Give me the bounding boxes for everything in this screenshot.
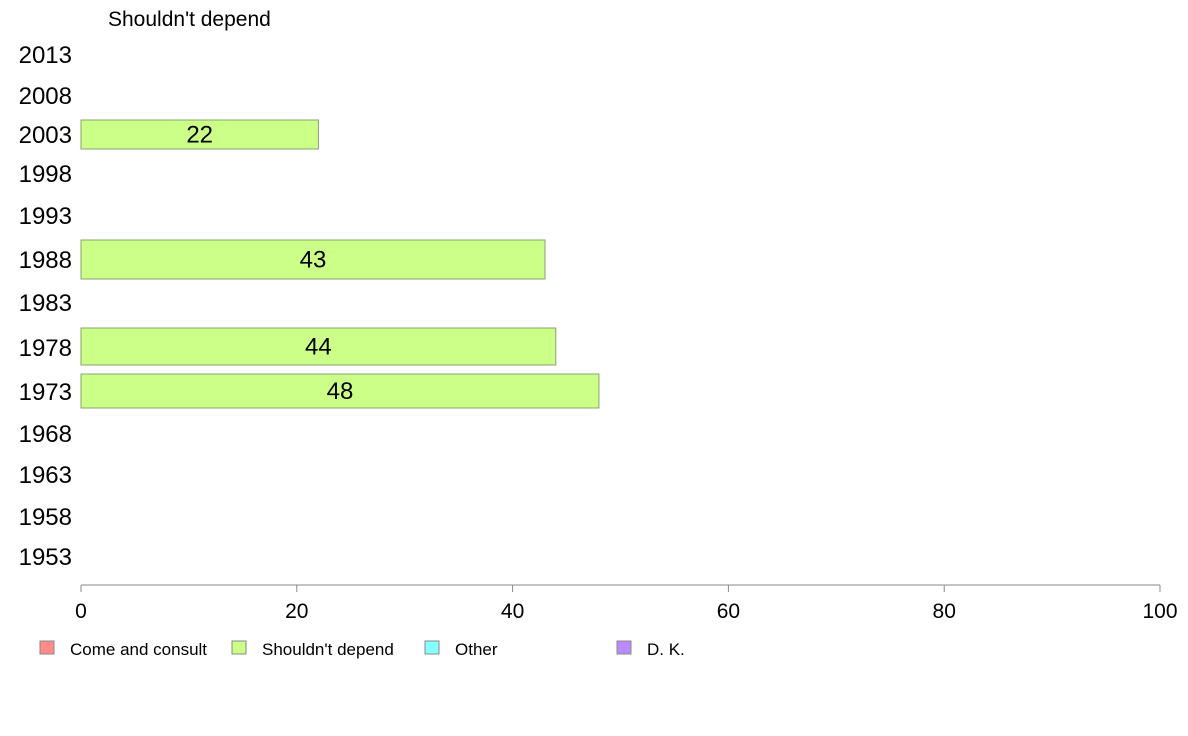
bar-value-label: 48 — [327, 378, 354, 405]
y-tick-label: 1963 — [19, 462, 72, 489]
bar-value-label: 22 — [186, 122, 213, 149]
bar — [80, 327, 557, 366]
legend-swatch — [616, 640, 632, 655]
legend-label: Come and consult — [70, 640, 207, 659]
x-tick-label: 60 — [717, 600, 740, 623]
bar-value-label: 44 — [305, 334, 332, 361]
legend-swatch — [231, 640, 247, 655]
y-tick-label: 1973 — [19, 379, 72, 406]
legend-label: Shouldn't depend — [262, 640, 394, 659]
y-tick-label: 1953 — [19, 544, 72, 571]
bars: 22 43 44 48 — [80, 119, 600, 409]
bar — [80, 119, 319, 150]
legend: Come and consult Shouldn't depend Other D. … — [39, 640, 685, 659]
y-tick-label: 2003 — [19, 122, 72, 149]
y-tick-label: 1998 — [19, 161, 72, 188]
y-tick-label: 1978 — [19, 335, 72, 362]
x-axis: 0 20 40 60 80 100 — [75, 584, 1178, 623]
y-tick-label: 1958 — [19, 504, 72, 531]
x-tick-label: 0 — [75, 600, 87, 623]
chart-title: Shouldn't depend — [108, 8, 271, 31]
bar — [80, 373, 600, 409]
y-tick-label: 1968 — [19, 421, 72, 448]
y-tick-label: 2013 — [19, 42, 72, 69]
legend-swatch — [39, 640, 55, 655]
x-tick-label: 80 — [933, 600, 956, 623]
bar — [80, 239, 546, 280]
y-tick-label: 2008 — [19, 83, 72, 110]
y-tick-label: 1993 — [19, 203, 72, 230]
y-tick-label: 1988 — [19, 247, 72, 274]
y-axis-labels: 2013 2008 2003 1998 1993 1988 1983 1978 1973 1968… — [19, 42, 72, 571]
x-tick-label: 40 — [501, 600, 524, 623]
y-tick-label: 1983 — [19, 290, 72, 317]
legend-label: D. K. — [647, 640, 685, 659]
legend-label: Other — [455, 640, 498, 659]
x-tick-label: 20 — [285, 600, 308, 623]
bar-value-label: 43 — [300, 247, 327, 274]
x-tick-label: 100 — [1142, 600, 1177, 623]
legend-swatch — [424, 640, 440, 655]
